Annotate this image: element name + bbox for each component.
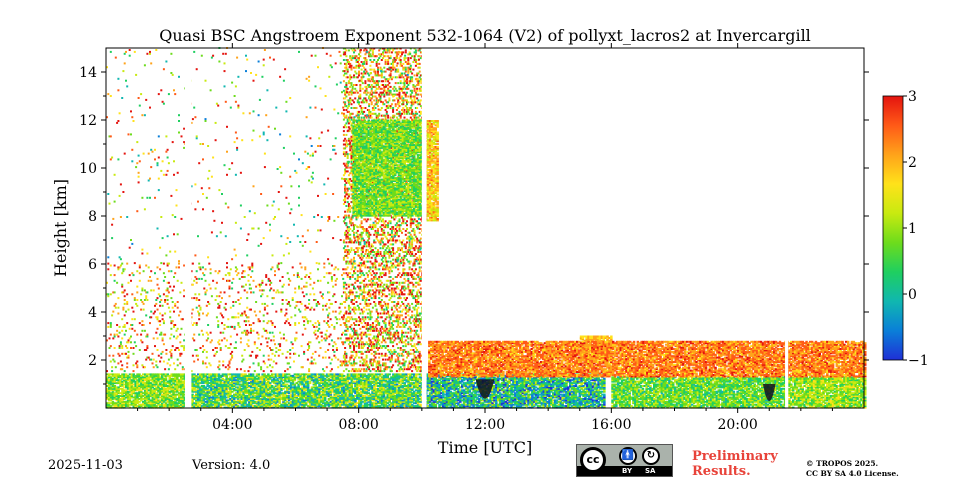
y-tick-label-4: 10: [79, 161, 97, 177]
colorbar-tick-label-3: 0: [908, 287, 917, 303]
colorbar-tick-label-1: 2: [908, 155, 917, 171]
plot-area: [106, 47, 867, 409]
preliminary-note: Preliminary Results.: [692, 449, 792, 479]
share-alike-icon: ↻: [642, 447, 660, 465]
copyright-line2: CC BY SA 4.0 License.: [806, 469, 936, 479]
region-boundary-layer-afternoon: [611, 376, 786, 408]
region-boundary-layer-early: [191, 373, 423, 408]
y-tick-label-3: 8: [88, 209, 97, 225]
x-tick-label-2: 12:00: [465, 417, 505, 433]
copyright-line1: © TROPOS 2025.: [806, 459, 936, 469]
cc-by-sa-badge: cc 🚹 ↻ BY SA: [576, 444, 673, 477]
region-boundary-layer-morning: [106, 373, 186, 408]
x-tick-label-0: 04:00: [212, 417, 252, 433]
data-gap-2: [785, 48, 788, 408]
colorbar-axis: 3 2 1 0 −1: [903, 89, 929, 369]
y-axis-label: Height [km]: [51, 179, 70, 277]
sa-label: SA: [645, 466, 655, 476]
colorbar-tick-label-0: 3: [908, 89, 917, 105]
region-aerosol-layer-descending: [428, 341, 866, 378]
y-tick-label-0: 2: [88, 353, 97, 369]
date-label: 2025-11-03: [48, 458, 123, 473]
colorbar-tick-label-2: 1: [908, 221, 917, 237]
x-tick-label-3: 16:00: [591, 417, 631, 433]
preliminary-line1: Preliminary: [692, 449, 792, 464]
noise-field-0: [106, 263, 344, 373]
y-tick-label-6: 14: [79, 65, 97, 81]
angstroem-chart: Quasi BSC Angstroem Exponent 532-1064 (V…: [0, 0, 960, 480]
preliminary-line2: Results.: [692, 464, 792, 479]
region-cirrus-cloud-late: [425, 120, 439, 221]
y-tick-label-5: 12: [79, 113, 97, 129]
x-tick-label-4: 20:00: [717, 417, 757, 433]
chart-title: Quasi BSC Angstroem Exponent 532-1064 (V…: [159, 26, 811, 45]
data-gap-1: [422, 48, 427, 408]
colorbar: [883, 96, 903, 360]
region-boundary-layer-noon: [425, 373, 606, 408]
version-label: Version: 4.0: [192, 458, 270, 473]
y-axis: 2 4 6 8 10 12 14: [79, 65, 869, 384]
person-icon: 🚹: [619, 447, 637, 465]
by-label: BY: [622, 466, 632, 476]
region-cirrus-cloud-morning: [352, 120, 423, 217]
x-axis-label: Time [UTC]: [438, 438, 532, 457]
region-boundary-layer-evening: [788, 376, 866, 408]
y-tick-label-1: 4: [88, 305, 97, 321]
data-gap-0: [185, 48, 191, 408]
colorbar-tick-label-4: −1: [908, 353, 929, 369]
y-tick-label-2: 6: [88, 257, 97, 273]
x-tick-label-1: 08:00: [338, 417, 378, 433]
copyright-note: © TROPOS 2025. CC BY SA 4.0 License.: [806, 459, 936, 479]
cc-icon: cc: [580, 447, 606, 473]
